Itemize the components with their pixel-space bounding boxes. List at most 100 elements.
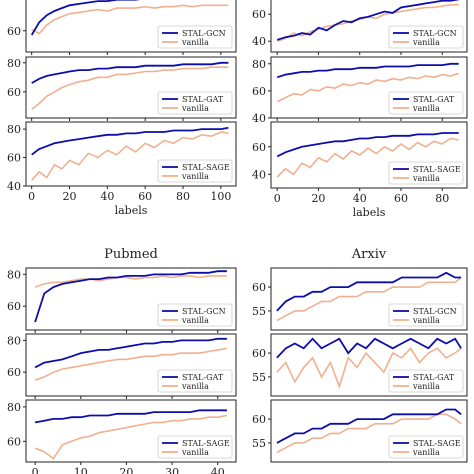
- panel-frame: [25, 267, 237, 331]
- legend-label: vanilla: [181, 38, 209, 47]
- panel-frame: [270, 56, 468, 119]
- legend-label: vanilla: [181, 382, 209, 391]
- series-line-vanilla: [276, 346, 462, 389]
- y-tick-label: 55: [252, 371, 266, 384]
- series-line-vanilla: [31, 66, 229, 110]
- x-tick-label: 20: [119, 466, 133, 474]
- y-tick-label: 80: [7, 57, 21, 70]
- series-line-stal-gcn: [276, 271, 462, 312]
- x-tick-label: 40: [100, 190, 114, 203]
- x-tick-label: 60: [394, 192, 408, 205]
- series-line-stal-gat: [34, 337, 227, 369]
- x-tick-label: 80: [435, 192, 449, 205]
- y-tick-label: 40: [252, 35, 266, 48]
- x-tick-label: 10: [74, 466, 88, 474]
- x-tick-label: 100: [210, 190, 231, 203]
- series-line-vanilla: [276, 413, 462, 454]
- legend-label: STAL-GCN: [182, 29, 226, 38]
- x-tick-label: 0: [28, 190, 35, 203]
- panel-frame: [25, 0, 237, 53]
- y-tick-label: 60: [252, 281, 266, 294]
- legend-label: STAL-GAT: [182, 95, 224, 104]
- x-axis-title: labels: [353, 206, 386, 219]
- x-tick-label: 30: [165, 466, 179, 474]
- legend-label: vanilla: [412, 38, 440, 47]
- series-line-vanilla: [276, 72, 459, 103]
- y-tick-label: 80: [7, 334, 21, 347]
- y-tick-label: 60: [252, 141, 266, 154]
- panel-frame: [270, 0, 468, 53]
- x-tick-label: 40: [211, 466, 225, 474]
- legend-label: STAL-GAT: [413, 373, 455, 382]
- chart-group-1: 4060STAL-GCNvanilla406080STAL-GATvanilla…: [252, 0, 468, 219]
- y-tick-label: 60: [252, 347, 266, 360]
- y-tick-label: 80: [252, 58, 266, 71]
- legend-label: vanilla: [181, 104, 209, 113]
- legend-label: vanilla: [412, 104, 440, 113]
- series-line-stal-gat: [276, 62, 459, 79]
- legend-label: vanilla: [412, 448, 440, 457]
- legend-label: STAL-GAT: [413, 95, 455, 104]
- legend-label: STAL-GCN: [413, 29, 457, 38]
- y-tick-label: 60: [7, 366, 21, 379]
- y-tick-label: 60: [252, 85, 266, 98]
- series-line-stal-sage: [31, 126, 229, 156]
- y-tick-label: 60: [7, 152, 21, 165]
- panel-frame: [270, 333, 468, 397]
- y-tick-label: 40: [7, 180, 21, 193]
- series-line-vanilla: [34, 347, 228, 381]
- series-line-vanilla: [276, 137, 459, 178]
- x-tick-label: 20: [311, 192, 325, 205]
- legend-label: vanilla: [181, 316, 209, 325]
- panel-frame: [270, 399, 468, 463]
- x-tick-label: 0: [32, 466, 39, 474]
- legend-label: STAL-SAGE: [182, 439, 230, 448]
- panel-frame: [25, 56, 237, 119]
- x-tick-label: 0: [274, 192, 281, 205]
- panel-frame: [25, 333, 237, 397]
- y-tick-label: 60: [7, 300, 21, 313]
- y-tick-label: 40: [252, 112, 266, 125]
- group-title: Pubmed: [104, 247, 158, 262]
- legend-label: vanilla: [181, 448, 209, 457]
- x-tick-label: 80: [176, 190, 190, 203]
- legend-label: vanilla: [181, 172, 209, 181]
- panel-frame: [25, 121, 237, 187]
- y-tick-label: 80: [7, 123, 21, 136]
- x-tick-label: 20: [63, 190, 77, 203]
- group-title: Arxiv: [351, 247, 387, 262]
- series-line-stal-gcn: [276, 0, 459, 41]
- x-axis-title: labels: [115, 204, 148, 217]
- legend-label: vanilla: [412, 174, 440, 183]
- legend-label: STAL-GAT: [182, 373, 224, 382]
- series-line-stal-gcn: [30, 0, 140, 36]
- panel-frame: [25, 399, 237, 463]
- legend-label: vanilla: [412, 316, 440, 325]
- legend-label: STAL-SAGE: [413, 439, 461, 448]
- legend-label: STAL-SAGE: [182, 163, 230, 172]
- y-tick-label: 40: [252, 168, 266, 181]
- x-tick-label: 40: [353, 192, 367, 205]
- legend-label: vanilla: [412, 382, 440, 391]
